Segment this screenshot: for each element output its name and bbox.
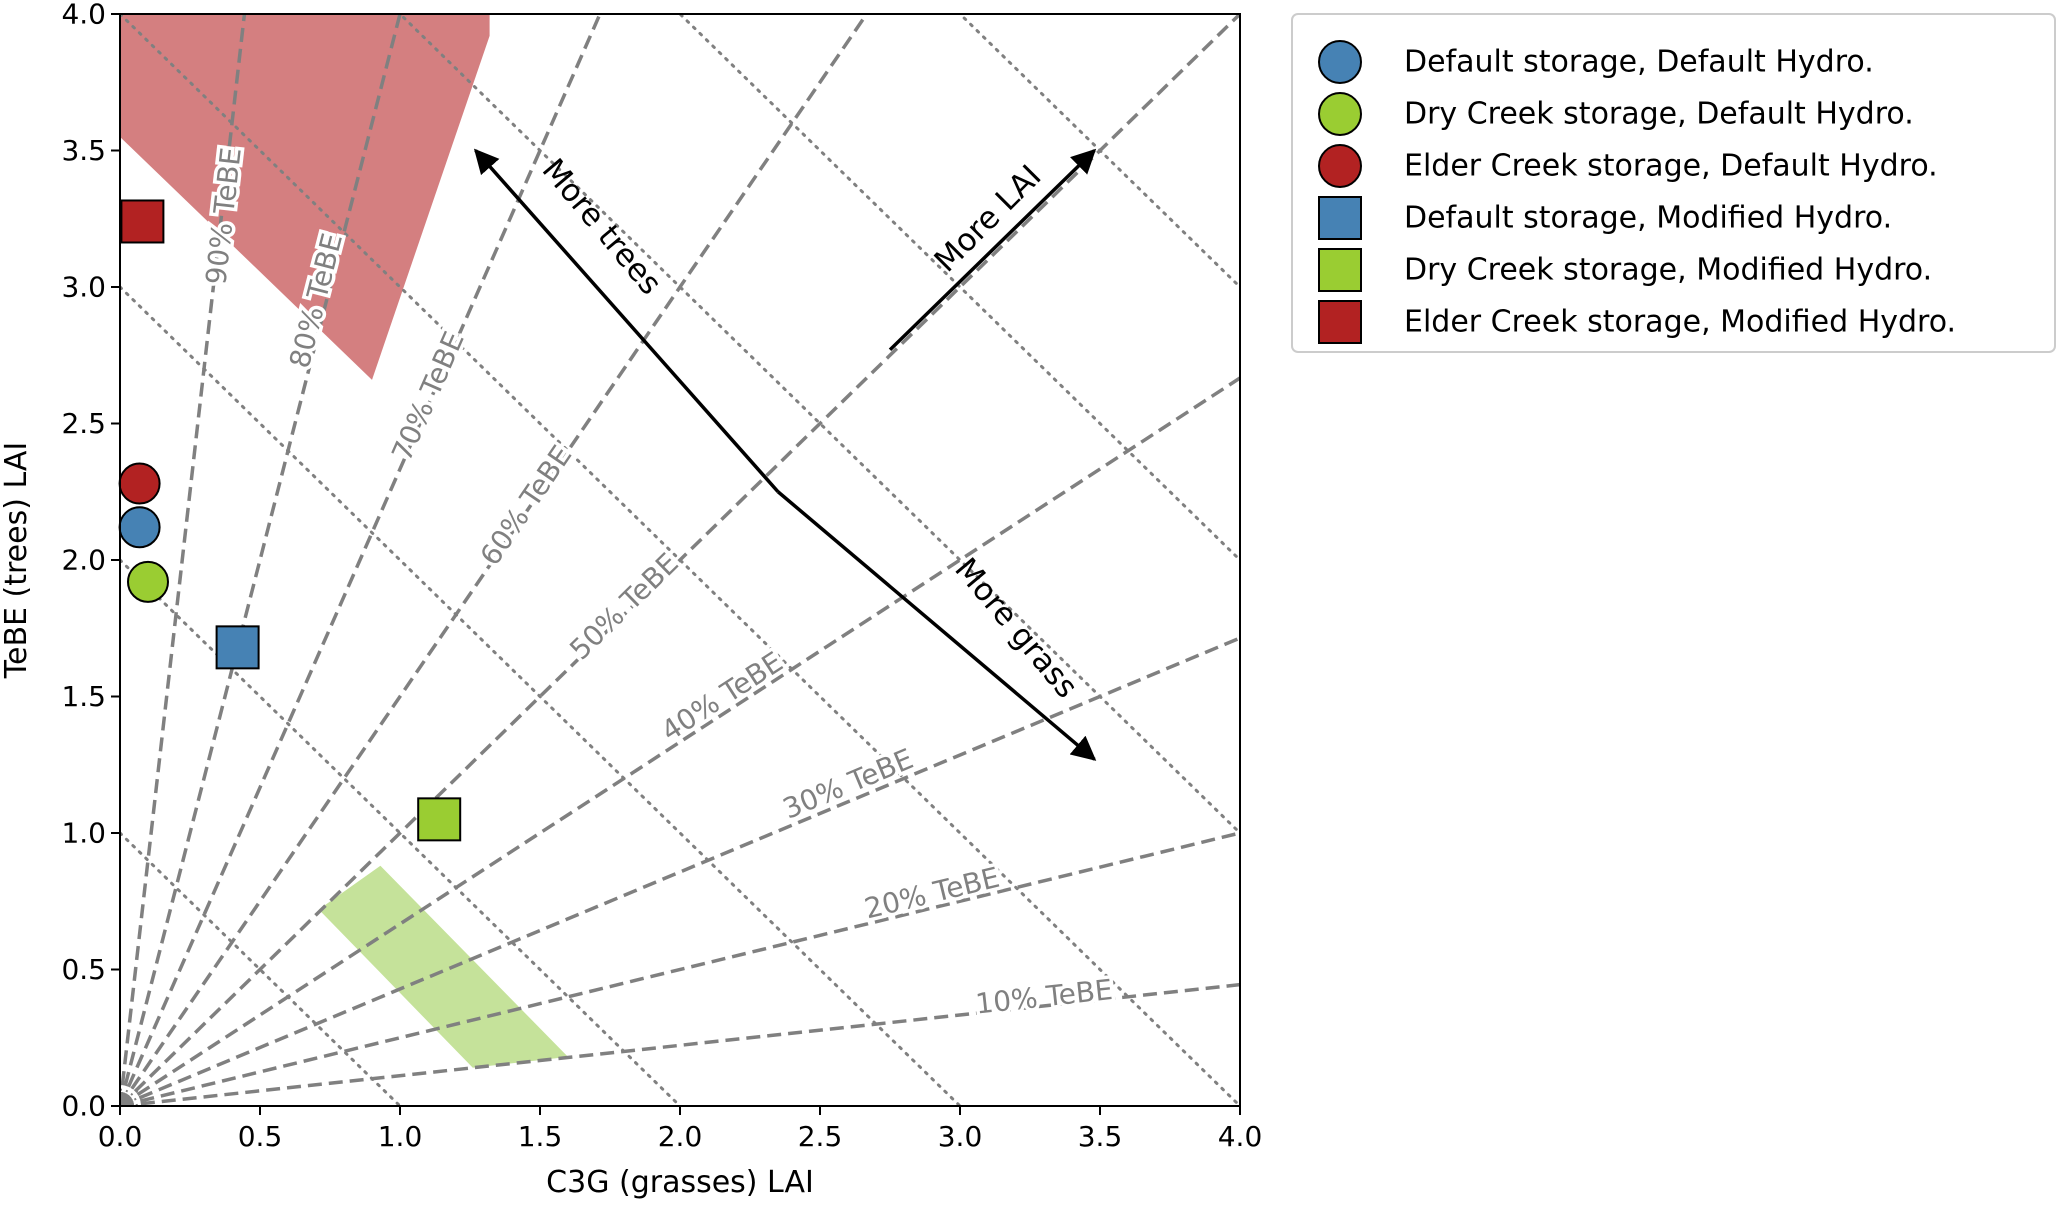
x-tick-label: 1.0 — [378, 1120, 423, 1153]
y-tick-label: 4.0 — [61, 0, 106, 31]
x-tick-label: 1.5 — [518, 1120, 563, 1153]
legend: Default storage, Default Hydro. Dry Creek… — [1291, 13, 2056, 353]
legend-label: Default storage, Default Hydro. — [1404, 45, 1874, 80]
annotation-arrow — [776, 490, 1097, 761]
x-tick-label: 3.5 — [1078, 1120, 1123, 1153]
elder-creek-range — [120, 14, 490, 380]
legend-label: Dry Creek storage, Default Hydro. — [1404, 97, 1914, 132]
tebe-fraction-label: 20% TeBE — [861, 861, 1003, 926]
x-tick-label: 0.0 — [98, 1120, 143, 1153]
x-tick-label: 2.0 — [658, 1120, 703, 1153]
annotation-arrow — [473, 148, 780, 493]
tebe-fraction-label: 30% TeBE — [778, 742, 918, 826]
legend-marker — [1318, 40, 1362, 84]
tebe-fraction-line — [120, 14, 869, 1106]
y-tick-label: 2.0 — [61, 544, 106, 577]
total-lai-line — [120, 285, 962, 1106]
origin-arc — [120, 1088, 138, 1106]
legend-marker — [1318, 300, 1362, 344]
y-tick-label: 1.0 — [61, 817, 106, 850]
total-lai-line — [120, 831, 402, 1106]
legend-label: Dry Creek storage, Modified Hydro. — [1404, 253, 1932, 288]
tebe-fraction-label: 50% TeBE — [563, 547, 685, 667]
tebe-fraction-line — [120, 376, 1240, 1106]
data-point — [120, 199, 165, 244]
total-lai-line — [677, 14, 1240, 563]
tebe-fraction-line — [120, 14, 602, 1106]
data-point — [127, 560, 169, 603]
legend-label: Elder Creek storage, Default Hydro. — [1404, 149, 1938, 184]
dry-creek-range — [318, 865, 568, 1068]
tebe-fraction-line — [120, 636, 1240, 1106]
tebe-fraction-label: 60% TeBE — [474, 439, 579, 571]
y-tick-label: 3.0 — [61, 271, 106, 304]
x-tick-label: 0.5 — [238, 1120, 283, 1153]
x-tick-label: 2.5 — [798, 1120, 843, 1153]
tebe-fraction-line — [120, 831, 1240, 1106]
y-axis-label: TeBE (trees) LAI — [0, 442, 34, 679]
y-tick-label: 1.5 — [61, 680, 106, 713]
legend-frame — [1291, 13, 2056, 353]
tebe-fraction-label: 70% TeBE — [385, 327, 471, 466]
y-tick-label: 0.0 — [61, 1090, 106, 1123]
x-axis-label: C3G (grasses) LAI — [546, 1165, 814, 1200]
legend-label: Elder Creek storage, Modified Hydro. — [1404, 305, 1956, 340]
annotation-label: More trees — [535, 152, 669, 302]
tebe-fraction-label: 40% TeBE — [655, 645, 788, 748]
y-tick-label: 3.5 — [61, 134, 106, 167]
data-point — [417, 797, 462, 842]
legend-marker — [1318, 92, 1362, 136]
data-point — [118, 462, 161, 505]
x-tick-label: 4.0 — [1218, 1120, 1263, 1153]
legend-marker — [1318, 248, 1362, 292]
x-tick-label: 3.0 — [938, 1120, 983, 1153]
legend-marker — [1318, 196, 1362, 240]
y-tick-label: 2.5 — [61, 407, 106, 440]
tebe-fraction-line — [120, 14, 247, 1106]
data-point — [215, 625, 260, 670]
shaded-regions — [120, 14, 568, 1068]
tebe-fraction-line — [120, 14, 1240, 1106]
legend-label: Default storage, Modified Hydro. — [1404, 201, 1892, 236]
axes: 0.0 0.5 1.0 1.5 2.0 2.5 3.0 3.5 4.0 0.0 0.5 1.0 1.5 2… — [61, 0, 1262, 1153]
data-markers — [118, 199, 462, 842]
annotation-label: More grass — [947, 551, 1084, 705]
tebe-fraction-label: 10% TeBE — [974, 973, 1114, 1021]
data-point — [118, 506, 161, 549]
annotation-arrow — [888, 148, 1097, 352]
y-tick-label: 0.5 — [61, 953, 106, 986]
legend-marker — [1318, 144, 1362, 188]
